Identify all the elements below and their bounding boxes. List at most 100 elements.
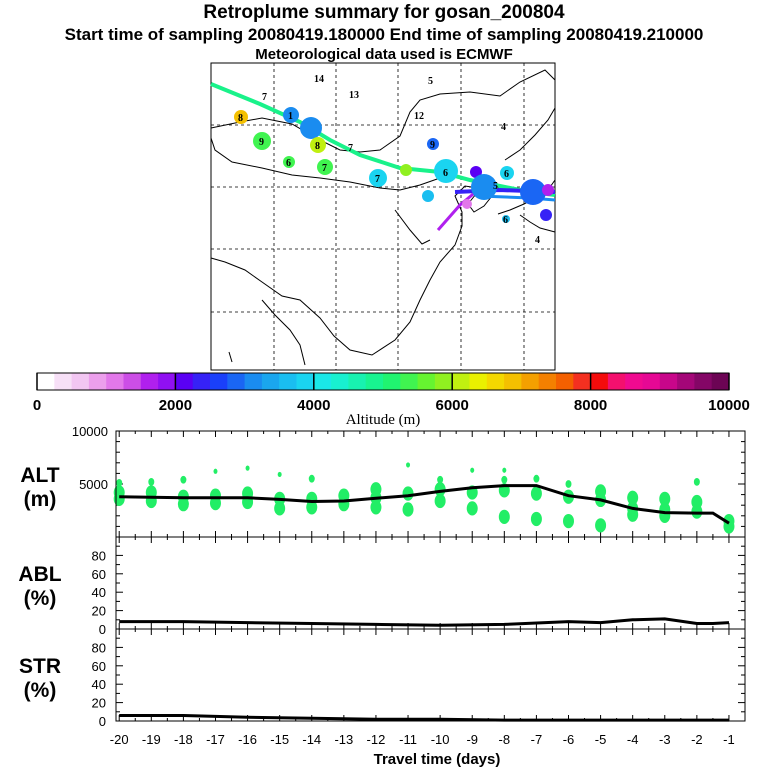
colorbar-tick-label: 10000 <box>708 397 750 414</box>
series-line <box>119 484 730 525</box>
colorbar-swatch <box>677 373 695 390</box>
x-tick-label: -14 <box>302 732 321 747</box>
scatter-point <box>338 488 350 503</box>
x-tick-label: -15 <box>270 732 289 747</box>
sampling-times: Start time of sampling 20080419.180000 E… <box>64 25 704 44</box>
colorbar-swatch <box>348 373 367 390</box>
map-label: 6 <box>443 168 448 179</box>
y-tick-label: 0 <box>99 622 106 637</box>
scatter-point <box>530 511 542 527</box>
scatter-point <box>306 491 318 506</box>
scatter-point <box>502 467 507 473</box>
map-label: 13 <box>349 90 359 101</box>
colorbar-swatch <box>538 373 557 390</box>
map-label: 6 <box>504 169 509 180</box>
scatter-point <box>533 474 540 483</box>
map-label: 4 <box>501 122 506 133</box>
colorbar-swatch <box>607 373 626 390</box>
y-tick-label: 20 <box>92 604 106 619</box>
panel-unit: (%) <box>24 679 57 702</box>
scatter-point <box>562 513 574 529</box>
colorbar-swatch <box>625 373 643 390</box>
y-tick-label: 5000 <box>79 477 108 492</box>
scatter-point <box>437 475 444 484</box>
map-marker <box>300 117 322 139</box>
x-tick-label: -12 <box>367 732 386 747</box>
y-tick-label: 40 <box>92 677 106 692</box>
map-marker <box>502 215 510 223</box>
map-number-labels: 14 13 7 5 8 1 12 9 8 4 7 7 9 6 7 6 5 6 6… <box>238 74 540 246</box>
colorbar: 0 2000 4000 6000 8000 10000 Altitude (m) <box>33 372 750 428</box>
colorbar-swatch <box>158 373 176 390</box>
colorbar-swatch <box>71 373 90 390</box>
colorbar-swatch <box>279 373 297 390</box>
map-label: 6 <box>286 158 291 169</box>
x-tick-label: -18 <box>174 732 193 747</box>
met-data-note: Meteorological data used is ECMWF <box>255 46 513 63</box>
colorbar-swatch <box>469 373 488 390</box>
colorbar-swatch <box>175 373 194 390</box>
x-tick-label: -4 <box>627 732 639 747</box>
map-label: 14 <box>314 74 324 85</box>
scatter-point <box>501 475 508 484</box>
scatter-point <box>402 502 414 517</box>
scatter-point <box>370 482 382 497</box>
colorbar-swatch <box>521 373 540 390</box>
colorbar-swatch <box>261 373 280 390</box>
map-marker <box>462 199 472 209</box>
panel-frame <box>115 430 746 538</box>
map-marker <box>540 209 552 221</box>
y-tick-label: 80 <box>92 640 106 655</box>
scatter-point <box>565 480 572 488</box>
map-label: 9 <box>259 137 264 148</box>
scatter-point <box>595 518 607 533</box>
colorbar-swatch <box>37 373 55 390</box>
panel-label: ALT <box>20 464 59 487</box>
map-label: 5 <box>493 181 498 192</box>
x-tick-label: -5 <box>595 732 607 747</box>
map-label: 1 <box>288 111 293 122</box>
x-tick-label: -13 <box>334 732 353 747</box>
colorbar-swatch <box>417 373 436 390</box>
x-tick-label: -1 <box>723 732 735 747</box>
scatter-point <box>116 479 123 487</box>
scatter-point <box>470 467 475 473</box>
x-tick-label: -17 <box>206 732 225 747</box>
y-tick-label: 80 <box>92 548 106 563</box>
y-tick-label: 40 <box>92 585 106 600</box>
scatter-point <box>530 486 542 501</box>
panel-abl: 0 20 40 60 80 ABL(%) <box>18 536 746 637</box>
colorbar-swatch <box>659 373 678 390</box>
colorbar-swatch <box>88 373 107 390</box>
colorbar-swatch <box>504 373 522 390</box>
scatter-point <box>595 484 607 499</box>
x-tick-label: -9 <box>466 732 478 747</box>
x-tick-label: -2 <box>691 732 703 747</box>
series-line <box>119 617 730 627</box>
scatter-point <box>180 475 187 484</box>
x-tick-label: -3 <box>659 732 671 747</box>
map-label: 7 <box>322 163 327 174</box>
map-marker <box>234 110 248 124</box>
panel-str: 0 20 40 60 80 STR(%) <box>19 628 746 729</box>
series-line <box>119 714 729 722</box>
panel-unit: (%) <box>24 587 57 610</box>
map-marker <box>500 166 514 180</box>
colorbar-tick-label: 6000 <box>436 397 469 414</box>
colorbar-tick-label: 2000 <box>159 397 192 414</box>
map-marker <box>434 159 458 183</box>
map-frame <box>210 62 556 371</box>
colorbar-title: Altitude (m) <box>346 412 421 428</box>
map-markers <box>234 107 554 223</box>
map-marker <box>253 132 271 150</box>
colorbar-swatch <box>296 373 315 390</box>
colorbar-swatch <box>383 373 401 390</box>
panel-label: STR <box>19 655 61 678</box>
scatter-point <box>659 491 671 506</box>
map-marker <box>317 159 333 175</box>
colorbar-swatch <box>400 373 419 390</box>
map-marker <box>427 138 439 150</box>
x-axis-title: Travel time (days) <box>374 751 501 768</box>
colorbar-swatch <box>365 373 384 390</box>
